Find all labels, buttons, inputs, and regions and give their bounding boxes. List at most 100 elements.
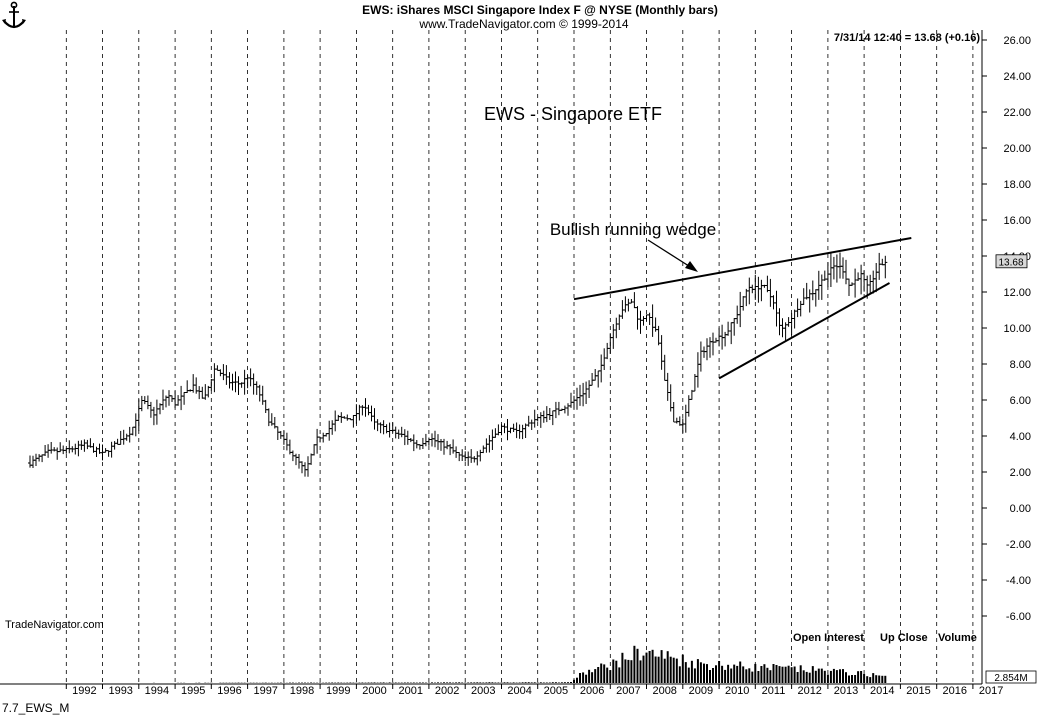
price-bar (698, 341, 703, 372)
volume-bar (772, 664, 775, 683)
price-bar (874, 263, 879, 293)
price-bar (254, 381, 259, 395)
price-bar (203, 384, 208, 400)
price-bar (399, 426, 404, 438)
volume-bar (842, 669, 844, 683)
volume-bar (848, 675, 850, 683)
price-bar (765, 275, 770, 293)
price-bar (617, 314, 622, 330)
price-bar (333, 410, 338, 432)
volume-bar (503, 682, 506, 683)
price-bar (550, 410, 555, 426)
volume-bar (530, 682, 533, 683)
y-tick-label-24.00: 24.00 (1003, 71, 1031, 83)
price-bar (593, 369, 598, 381)
price-bars (28, 252, 888, 477)
price-bar (786, 317, 791, 327)
price-bar (151, 406, 156, 426)
x-tick-label-2004: 2004 (507, 685, 531, 697)
price-bar (478, 449, 483, 462)
price-bar (484, 438, 489, 453)
volume-bar (721, 665, 724, 683)
volume-bar (820, 668, 823, 683)
volume-bar (657, 656, 660, 683)
volume-bar (636, 648, 639, 683)
price-tag-value: 13.68 (998, 257, 1023, 268)
volume-bar (733, 664, 736, 683)
volume-bar (403, 682, 406, 683)
price-bar (523, 423, 528, 438)
volume-bar (494, 682, 497, 683)
y-tick-label-6.00: 6.00 (1010, 395, 1031, 407)
volume-bar (563, 682, 566, 683)
price-bar (426, 437, 431, 446)
volume-bar (757, 671, 760, 683)
price-bar (532, 409, 537, 428)
price-bar (176, 395, 181, 406)
price-bar (877, 252, 882, 280)
volume-bar (512, 682, 515, 683)
y-tick-label-26.00: 26.00 (1003, 35, 1031, 47)
price-bar (505, 419, 510, 441)
volume-bar (470, 682, 473, 683)
axis-frame (0, 30, 983, 685)
volume-bar (775, 665, 778, 683)
volume-bar (799, 665, 802, 683)
volume-bar (696, 659, 699, 683)
price-bar (804, 282, 809, 300)
x-tick-label-2017: 2017 (979, 685, 1003, 697)
price-bar (819, 274, 824, 300)
price-bar (294, 453, 298, 466)
price-bar (723, 331, 728, 347)
y-axis: 26.0024.0022.0020.0018.0016.0014.0012.00… (982, 35, 1031, 623)
trendline-lower (718, 282, 890, 380)
price-bar (868, 274, 873, 293)
volume-bar (829, 670, 832, 683)
volume-bar (630, 660, 633, 683)
price-bar (118, 430, 123, 445)
volume-bar (739, 661, 742, 683)
price-bar (312, 444, 317, 456)
price-bar (179, 385, 184, 411)
volume-bar (606, 667, 609, 683)
volume-bar (642, 655, 645, 683)
x-tick-label-2012: 2012 (797, 685, 821, 697)
volume-bar (533, 682, 536, 683)
volume-bar (485, 682, 488, 683)
volume-bar (751, 671, 754, 683)
price-bar (381, 420, 386, 435)
price-bar (614, 317, 619, 339)
price-bar (200, 386, 205, 399)
volume-bar (648, 651, 651, 683)
price-bar (430, 433, 434, 447)
price-bar (792, 309, 797, 329)
volume-bar (588, 669, 591, 683)
volume-bar (476, 682, 479, 683)
price-bar (121, 429, 126, 445)
price-bar (605, 342, 610, 360)
price-bar (360, 405, 365, 416)
volume-bar (872, 673, 875, 683)
price-bar (771, 295, 776, 310)
volume-bar (621, 652, 624, 683)
volume-bar (367, 682, 370, 683)
year-grid-lines (65, 30, 974, 684)
price-bar (671, 402, 676, 423)
price-bar (263, 399, 268, 413)
price-bar (197, 386, 202, 400)
price-bar (330, 420, 335, 435)
price-bar (683, 404, 688, 433)
volume-bar (337, 682, 340, 683)
volume-bar (687, 667, 690, 683)
price-bar (844, 259, 848, 285)
price-bar (139, 395, 144, 412)
volume-bar (857, 671, 860, 683)
price-bar (130, 426, 135, 436)
price-bar (856, 272, 861, 281)
price-bar (650, 304, 655, 337)
price-bar (52, 447, 57, 452)
volume-bar (709, 670, 711, 683)
price-bar (541, 410, 546, 423)
price-bar (665, 372, 670, 401)
price-bar (46, 444, 51, 458)
